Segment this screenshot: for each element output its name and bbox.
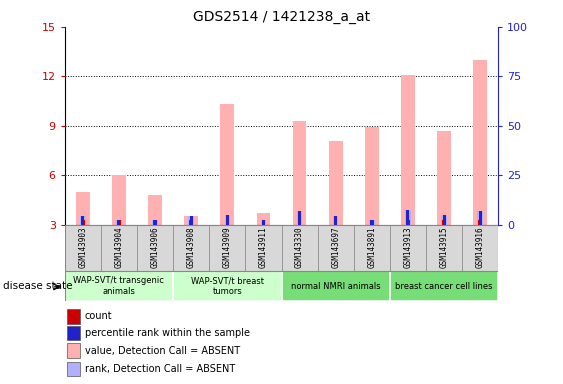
Bar bbox=[153, 220, 157, 225]
Bar bbox=[118, 220, 120, 225]
Bar bbox=[334, 217, 337, 225]
Text: normal NMRI animals: normal NMRI animals bbox=[291, 281, 381, 291]
Bar bbox=[298, 212, 301, 225]
Bar bbox=[112, 175, 126, 225]
Text: rank, Detection Call = ABSENT: rank, Detection Call = ABSENT bbox=[84, 364, 235, 374]
Text: GSM143916: GSM143916 bbox=[476, 227, 485, 268]
Bar bbox=[154, 220, 157, 225]
Text: GSM143891: GSM143891 bbox=[367, 227, 376, 268]
Text: GSM143909: GSM143909 bbox=[223, 227, 232, 268]
Bar bbox=[173, 271, 282, 301]
Bar bbox=[479, 212, 481, 225]
Bar bbox=[153, 220, 158, 225]
Text: GSM143913: GSM143913 bbox=[404, 227, 413, 268]
Bar bbox=[334, 220, 337, 225]
Text: WAP-SVT/t transgenic
animals: WAP-SVT/t transgenic animals bbox=[74, 276, 164, 296]
Bar bbox=[426, 225, 462, 271]
Bar bbox=[261, 220, 266, 225]
Text: value, Detection Call = ABSENT: value, Detection Call = ABSENT bbox=[84, 346, 240, 356]
Text: GSM143903: GSM143903 bbox=[78, 227, 87, 268]
Bar bbox=[282, 225, 318, 271]
Bar bbox=[148, 195, 162, 225]
Text: GSM143915: GSM143915 bbox=[440, 227, 449, 268]
Bar bbox=[67, 362, 79, 376]
Bar bbox=[226, 215, 229, 225]
Text: GSM143697: GSM143697 bbox=[331, 227, 340, 268]
Bar bbox=[298, 220, 301, 225]
Bar bbox=[257, 213, 270, 225]
Bar bbox=[370, 220, 373, 225]
Bar bbox=[390, 271, 498, 301]
Bar bbox=[390, 225, 426, 271]
Bar bbox=[76, 192, 90, 225]
Bar bbox=[221, 104, 234, 225]
Bar bbox=[369, 220, 374, 225]
Title: GDS2514 / 1421238_a_at: GDS2514 / 1421238_a_at bbox=[193, 10, 370, 25]
Bar bbox=[67, 326, 79, 341]
Bar bbox=[173, 225, 209, 271]
Text: GSM143330: GSM143330 bbox=[295, 227, 304, 268]
Bar bbox=[365, 127, 379, 225]
Bar bbox=[354, 225, 390, 271]
Bar bbox=[297, 212, 302, 225]
Bar bbox=[116, 220, 122, 225]
Text: breast cancer cell lines: breast cancer cell lines bbox=[395, 281, 493, 291]
Bar bbox=[443, 220, 446, 225]
Bar bbox=[245, 225, 282, 271]
Bar bbox=[137, 225, 173, 271]
Bar bbox=[65, 225, 101, 271]
Bar bbox=[406, 210, 409, 225]
Bar bbox=[184, 217, 198, 225]
Bar bbox=[329, 141, 342, 225]
Bar bbox=[318, 225, 354, 271]
Text: percentile rank within the sample: percentile rank within the sample bbox=[84, 328, 249, 338]
Bar bbox=[226, 220, 229, 225]
Bar bbox=[479, 220, 482, 225]
Bar bbox=[437, 131, 451, 225]
Bar bbox=[82, 217, 84, 225]
Bar bbox=[67, 343, 79, 358]
Bar bbox=[406, 220, 410, 225]
Bar bbox=[282, 271, 390, 301]
Text: GSM143908: GSM143908 bbox=[187, 227, 196, 268]
Bar bbox=[190, 217, 193, 225]
Text: WAP-SVT/t breast
tumors: WAP-SVT/t breast tumors bbox=[191, 276, 264, 296]
Bar bbox=[441, 215, 447, 225]
Bar bbox=[473, 60, 487, 225]
Text: disease state: disease state bbox=[3, 281, 72, 291]
Bar bbox=[65, 271, 173, 301]
Text: GSM143904: GSM143904 bbox=[114, 227, 123, 268]
Bar bbox=[262, 220, 265, 225]
Bar bbox=[443, 215, 445, 225]
Bar bbox=[189, 220, 193, 225]
Bar bbox=[370, 220, 374, 225]
Bar bbox=[401, 74, 415, 225]
Bar bbox=[67, 309, 79, 324]
Bar bbox=[477, 212, 483, 225]
Bar bbox=[209, 225, 245, 271]
Bar bbox=[81, 220, 84, 225]
Bar bbox=[462, 225, 498, 271]
Bar bbox=[117, 220, 120, 225]
Bar bbox=[101, 225, 137, 271]
Bar bbox=[225, 215, 230, 225]
Text: GSM143911: GSM143911 bbox=[259, 227, 268, 268]
Bar bbox=[405, 210, 410, 225]
Bar bbox=[189, 217, 194, 225]
Bar bbox=[262, 220, 265, 225]
Bar bbox=[80, 217, 86, 225]
Bar bbox=[333, 217, 338, 225]
Text: GSM143906: GSM143906 bbox=[150, 227, 159, 268]
Text: count: count bbox=[84, 311, 112, 321]
Bar bbox=[293, 121, 306, 225]
